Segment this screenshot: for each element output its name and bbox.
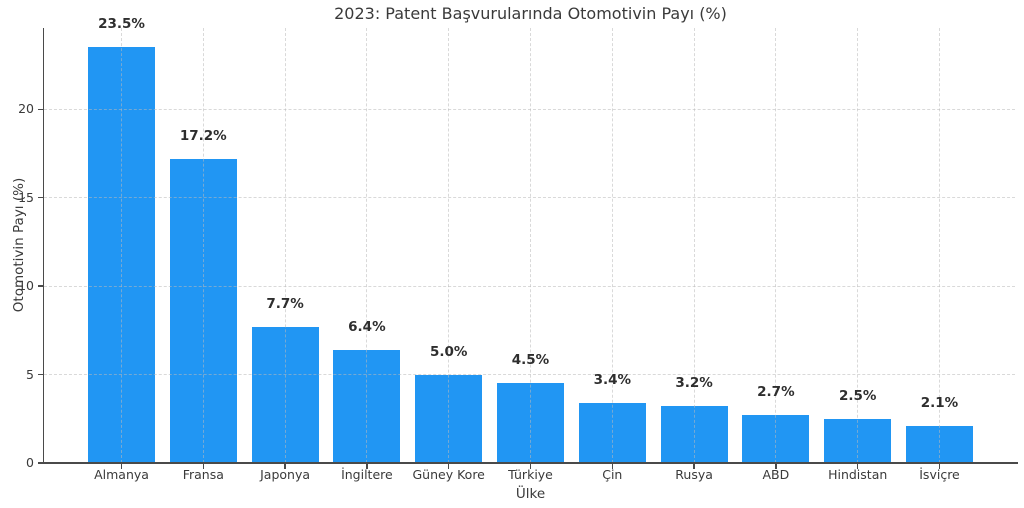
x-tick-mark	[857, 464, 859, 469]
gridline	[366, 28, 368, 463]
gridline	[611, 28, 613, 463]
x-tick-label: Hindistan	[828, 467, 888, 482]
x-tick-label: Güney Kore	[412, 467, 485, 482]
gridline	[44, 285, 1015, 287]
y-tick-label: 0	[26, 455, 34, 470]
x-tick-mark	[448, 464, 450, 469]
x-tick-label: İsviçre	[919, 467, 960, 482]
bar-value-label: 5.0%	[429, 343, 468, 360]
gridline	[44, 108, 1015, 110]
x-tick-label: Türkiye	[508, 467, 553, 482]
y-tick-mark	[38, 197, 43, 199]
x-tick-mark	[120, 464, 123, 469]
x-tick-label: Almanya	[94, 467, 149, 482]
y-tick-label: 10	[18, 278, 34, 294]
x-tick-mark	[202, 464, 204, 469]
bar-value-label: 6.4%	[348, 318, 386, 335]
y-tick-label: 5	[26, 366, 34, 382]
bar-value-label: 3.4%	[593, 371, 632, 388]
bar-value-label: 4.5%	[511, 352, 550, 369]
x-tick-label: Fransa	[182, 467, 224, 482]
bar-value-label: 17.2%	[179, 127, 227, 144]
gridline	[284, 28, 286, 463]
x-tick-mark	[693, 464, 695, 469]
x-axis-spine	[42, 462, 1018, 464]
bar-value-label: 3.2%	[675, 375, 713, 392]
x-tick-label: Çin	[602, 467, 623, 482]
gridline	[121, 28, 122, 463]
x-tick-label: İngiltere	[341, 467, 393, 482]
gridline	[939, 28, 940, 463]
gridline	[448, 28, 450, 463]
gridline	[530, 28, 531, 463]
x-tick-mark	[366, 464, 368, 469]
x-axis-label: Ülke	[515, 486, 546, 502]
bar-value-label: 23.5%	[98, 16, 145, 33]
bar-value-label: 2.5%	[838, 387, 877, 404]
gridline	[202, 28, 204, 463]
x-tick-mark	[775, 464, 777, 469]
y-tick-label: 20	[18, 101, 34, 117]
x-tick-label: ABD	[762, 467, 790, 482]
bar-value-label: 2.7%	[757, 384, 795, 401]
gridline	[44, 197, 1015, 199]
bar-value-label: 7.7%	[266, 295, 304, 312]
chart-title: 2023: Patent Başvurularında Otomotivin P…	[334, 4, 727, 23]
y-tick-mark	[38, 462, 43, 464]
x-tick-label: Rusya	[675, 467, 713, 482]
y-tick-label: 15	[18, 189, 34, 205]
x-tick-mark	[611, 464, 613, 469]
x-tick-mark	[284, 464, 286, 469]
x-tick-mark	[529, 464, 532, 469]
y-tick-mark	[38, 373, 43, 376]
y-tick-mark	[38, 108, 43, 111]
bar-value-label: 2.1%	[920, 394, 959, 411]
gridline	[775, 28, 777, 463]
x-tick-label: Japonya	[260, 467, 311, 482]
gridline	[693, 28, 695, 463]
y-tick-mark	[38, 285, 43, 287]
x-tick-mark	[938, 464, 941, 469]
gridline	[44, 374, 1015, 376]
y-axis-spine	[42, 28, 44, 464]
gridline	[857, 28, 859, 463]
